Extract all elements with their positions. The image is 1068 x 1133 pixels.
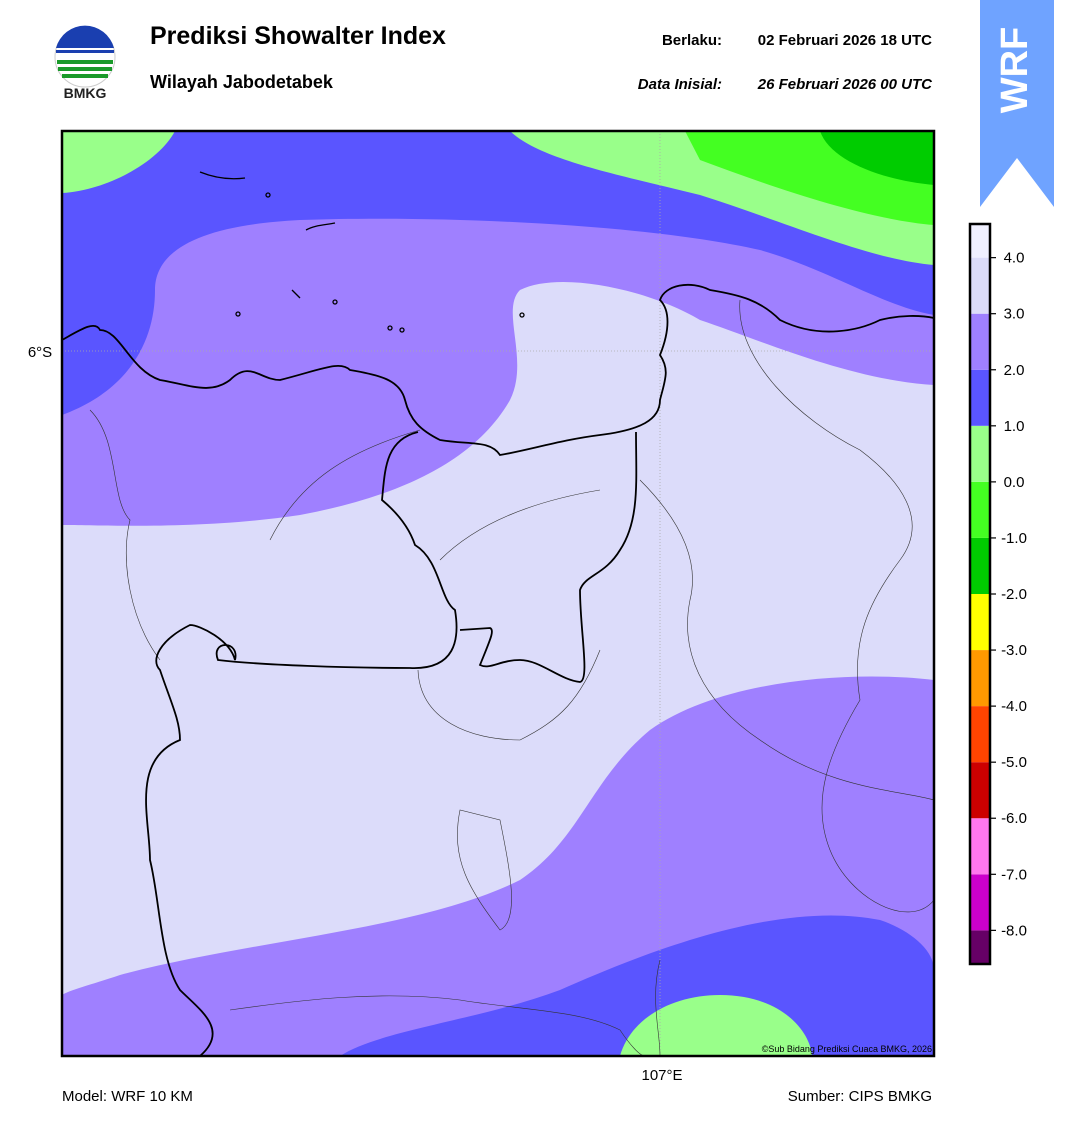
colorbar-tick-label: -5.0 (1001, 754, 1027, 771)
colorbar-tick-label: 2.0 (1004, 362, 1025, 379)
lon-label: 107°E (641, 1067, 682, 1084)
colorbar-tick-label: -8.0 (1001, 922, 1027, 939)
colorbar-band (970, 313, 990, 370)
colorbar-tick-label: -4.0 (1001, 698, 1027, 715)
colorbar-tick-label: -3.0 (1001, 642, 1027, 659)
badge-text: WRF (994, 27, 1036, 114)
colorbar-band (970, 650, 990, 707)
colorbar-tick-label: 4.0 (1004, 250, 1025, 267)
copyright: ©Sub Bidang Prediksi Cuaca BMKG, 2026 (762, 1044, 932, 1054)
colorbar-band (970, 818, 990, 875)
subtitle: Wilayah Jabodetabek (150, 72, 334, 92)
colorbar-band (970, 224, 990, 258)
colorbar-tick-label: -1.0 (1001, 530, 1027, 547)
init-label: Data Inisial: (638, 76, 722, 93)
colorbar-tick-label: -7.0 (1001, 866, 1027, 883)
colorbar-band (970, 874, 990, 931)
valid-label: Berlaku: (662, 32, 722, 49)
colorbar-tick-label: -2.0 (1001, 586, 1027, 603)
title: Prediksi Showalter Index (150, 22, 446, 50)
colorbar-band (970, 257, 990, 314)
colorbar-band (970, 594, 990, 651)
footer-model: Model: WRF 10 KM (62, 1088, 193, 1105)
colorbar-band (970, 762, 990, 819)
init-value: 26 Februari 2026 00 UTC (757, 76, 933, 93)
colorbar-band (970, 930, 990, 964)
colorbar-tick-label: 0.0 (1004, 474, 1025, 491)
colorbar-tick-label: 1.0 (1004, 418, 1025, 435)
colorbar-band (970, 481, 990, 538)
logo: BMKG (54, 25, 116, 101)
colorbar-tick-label: -6.0 (1001, 810, 1027, 827)
logo-text: BMKG (64, 85, 107, 101)
wrf-badge (980, 0, 1054, 207)
colorbar-band (970, 706, 990, 763)
colorbar-band (970, 369, 990, 426)
colorbar: -8.0 -7.0 -6.0 -5.0 -4.0 -3.0 -2.0 -1.0 0.0 1.0 2.… (968, 222, 1027, 966)
lat-label: 6°S (28, 344, 52, 361)
colorbar-band (970, 537, 990, 594)
colorbar-tick-label: 3.0 (1004, 306, 1025, 323)
colorbar-band (970, 425, 990, 482)
map-field (62, 131, 934, 1056)
valid-value: 02 Februari 2026 18 UTC (758, 32, 932, 49)
map-frame (60, 129, 936, 1058)
footer-source: Sumber: CIPS BMKG (788, 1088, 932, 1105)
